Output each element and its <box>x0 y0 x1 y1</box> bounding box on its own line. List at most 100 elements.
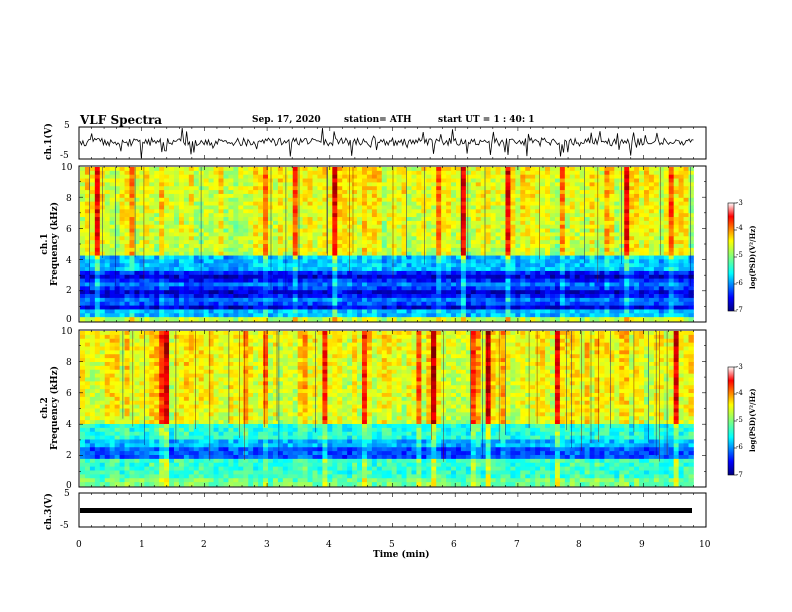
spec1-cell <box>584 259 590 264</box>
spec1-cell <box>174 267 180 272</box>
spec1-cell <box>213 270 219 276</box>
spec1-cell <box>357 186 363 191</box>
spec1-cell <box>579 220 586 226</box>
spec1-cell <box>604 220 610 226</box>
spec1-cell <box>124 259 130 264</box>
spec1-cell <box>648 228 655 233</box>
spec1-cell <box>164 305 170 310</box>
spec1-cell <box>421 213 427 218</box>
spec1-cell <box>520 251 526 256</box>
spec1-cell <box>668 174 675 179</box>
spec1-cell <box>455 294 462 299</box>
spec1-cell <box>198 178 205 183</box>
spec1-cell <box>159 309 165 314</box>
spec1-cell <box>322 232 328 237</box>
spec1-cell <box>426 167 432 172</box>
spec1-cell <box>243 193 249 199</box>
spec1-cell <box>119 251 125 256</box>
spec1-cell <box>94 228 101 233</box>
spec1-cell <box>431 178 437 183</box>
spec1-cell <box>624 259 630 264</box>
spec1-cell <box>144 317 150 322</box>
spec1-cell <box>263 317 269 322</box>
spec1-cell <box>164 190 170 195</box>
spec1-cell <box>406 270 412 276</box>
spec1-cell <box>282 197 289 203</box>
spec1-cell <box>208 294 214 299</box>
spec1-cell <box>243 290 249 295</box>
spec1-cell <box>164 274 170 280</box>
spec1-cell <box>411 259 417 264</box>
spec1-cell <box>327 182 333 187</box>
spec1-cell <box>129 244 135 249</box>
spec1-cell <box>119 267 125 272</box>
spec1-cell <box>124 167 130 172</box>
spec1-cell <box>317 294 323 299</box>
spec1-cell <box>614 305 620 310</box>
spec1-cell <box>322 240 328 245</box>
spec1-cell <box>683 220 689 226</box>
spec1-cell <box>470 294 477 299</box>
spec1-cell <box>337 247 343 253</box>
spec1-cell <box>312 240 318 245</box>
spec1-cell <box>436 282 442 287</box>
spec1-cell <box>178 174 185 179</box>
spec1-cell <box>629 305 635 310</box>
spec1-cell <box>386 201 393 206</box>
spec1-cell <box>327 201 333 206</box>
spec1-cell <box>80 247 86 253</box>
spec1-cell <box>549 301 556 306</box>
spec1-cell <box>460 182 467 187</box>
spec1-cell <box>609 232 615 237</box>
spec1-cell <box>629 267 635 272</box>
spec1-cell <box>559 167 566 172</box>
spec1-cell <box>169 224 175 229</box>
spec1-cell <box>446 197 452 203</box>
spec1-cell <box>406 278 412 283</box>
spec1-cell <box>317 197 323 203</box>
spec1-cell <box>569 190 576 195</box>
spec1-cell <box>688 232 694 237</box>
spec1-cell <box>376 282 383 287</box>
spec1-cell <box>629 201 635 206</box>
spec1-cell <box>559 174 566 179</box>
spec1-cell <box>238 263 244 268</box>
spec1-cell <box>361 232 368 237</box>
spec1-cell <box>361 190 368 195</box>
spec1-cell <box>609 240 615 245</box>
spec1-cell <box>525 244 531 249</box>
spec1-cell <box>678 263 684 268</box>
spec1-cell <box>248 174 254 179</box>
spec1-cell <box>584 190 590 195</box>
spec1-cell <box>604 282 610 287</box>
spec1-cell <box>352 297 358 303</box>
spec1-cell <box>228 236 234 241</box>
spec1-cell <box>426 178 432 183</box>
spec1-cell <box>495 205 501 210</box>
spec1-cell <box>431 201 437 206</box>
spec1-cell <box>357 301 363 306</box>
spec1-cell <box>653 278 660 283</box>
spec1-cell <box>589 294 595 299</box>
spec1-cell <box>243 282 249 287</box>
spec1-cell <box>411 213 417 218</box>
spec1-cell <box>114 240 120 245</box>
spec1-cell <box>411 174 417 179</box>
spec1-cell <box>604 278 610 283</box>
spec1-cell <box>436 270 442 276</box>
spec1-cell <box>525 247 531 253</box>
spec1-cell <box>411 267 417 272</box>
spec1-cell <box>648 251 655 256</box>
spec1-cell <box>233 197 239 203</box>
spec1-cell <box>144 282 150 287</box>
spec1-cell <box>554 313 561 318</box>
spec1-cell <box>228 209 234 214</box>
spec1-cell <box>574 205 581 210</box>
spec1-cell <box>94 286 101 291</box>
spec1-cell <box>104 309 111 314</box>
spec1-cell <box>643 286 650 291</box>
spec1-cell <box>104 251 111 256</box>
spec1-cell <box>455 309 462 314</box>
spec1-cell <box>579 209 586 214</box>
spec1-cell <box>258 309 264 314</box>
